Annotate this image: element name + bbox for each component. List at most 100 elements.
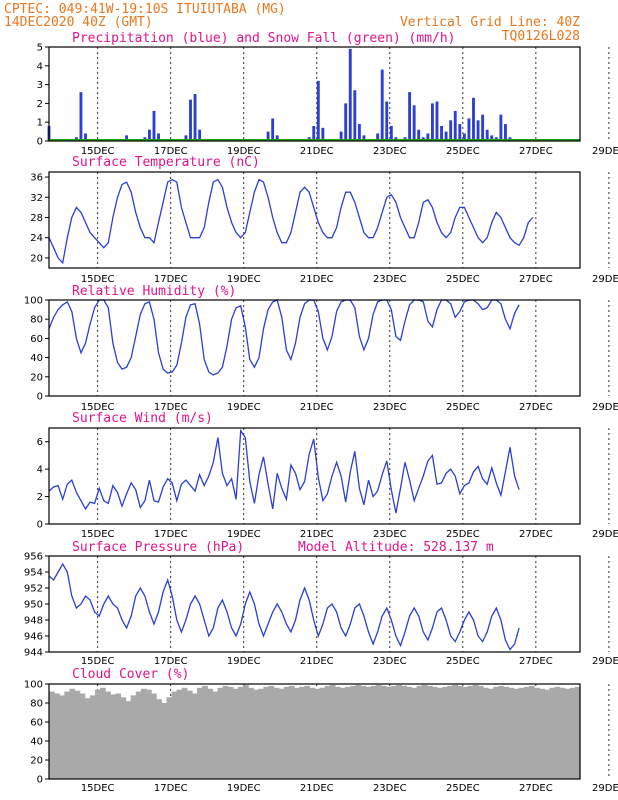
pres-date-label: 21DEC xyxy=(300,656,334,667)
precip-ytick-label: 4 xyxy=(37,61,43,72)
pres-annotation: Model Altitude: 528.137 m xyxy=(298,540,494,555)
temp-date-label: 19DEC xyxy=(227,274,261,285)
precip-bar xyxy=(125,135,129,141)
cloud-bar xyxy=(350,685,356,779)
precip-bar xyxy=(481,114,485,141)
temp-date-label: 15DEC xyxy=(81,274,115,285)
cloud-bar xyxy=(273,687,280,779)
precip-ytick-label: 0 xyxy=(37,137,43,148)
cloud-bar xyxy=(212,691,219,779)
cloud-bar xyxy=(447,685,453,779)
precip-date-label: 25DEC xyxy=(446,146,480,157)
temp-series-line xyxy=(48,178,534,265)
cloud-bar xyxy=(186,690,193,779)
precip-bar xyxy=(193,94,197,141)
cloud-bar xyxy=(100,687,106,779)
cloud-bar xyxy=(314,688,321,779)
header-grid-line: Vertical Grid Line: 40Z xyxy=(400,15,580,30)
precip-bar xyxy=(458,124,462,141)
cloud-ytick-label: 0 xyxy=(37,775,43,786)
cloud-bar xyxy=(140,688,147,779)
cloud-bar xyxy=(421,684,428,779)
temp-ytick-label: 32 xyxy=(30,193,43,204)
cloud-bar xyxy=(564,688,571,779)
wind-frame xyxy=(48,427,581,525)
cloud-bar xyxy=(406,686,413,779)
pres-ytick-label: 948 xyxy=(24,616,43,627)
wind-ytick-label: 0 xyxy=(37,520,43,531)
cloud-bar xyxy=(365,686,372,779)
precip-bar xyxy=(79,92,83,141)
header-date: 14DEC2020 40Z (GMT) xyxy=(4,15,153,30)
cloud-bar xyxy=(539,688,545,779)
pres-ytick-label: 956 xyxy=(24,552,43,563)
rh-series-line xyxy=(48,299,520,376)
cloud-bar xyxy=(437,687,443,779)
cloud-bar xyxy=(197,687,203,779)
cloud-bar xyxy=(574,686,581,779)
cloud-bar xyxy=(299,686,305,779)
precip-bar xyxy=(184,135,188,141)
cloud-title: Cloud Cover (%) xyxy=(72,667,189,682)
cloud-bar xyxy=(54,693,60,779)
wind-ytick-label: 6 xyxy=(37,437,43,448)
rh-ytick-label: 0 xyxy=(37,392,43,403)
cloud-bar xyxy=(49,691,55,779)
precip-bar xyxy=(472,97,475,141)
cloud-frame xyxy=(48,683,581,780)
pres-ytick-label: 944 xyxy=(24,648,43,659)
rh-ytick-label: 100 xyxy=(24,296,43,307)
cloud-bar xyxy=(426,685,433,779)
cloud-ytick-label: 80 xyxy=(30,699,43,710)
cloud-bar xyxy=(482,687,489,779)
precip-bar xyxy=(467,118,471,141)
temp-date-label: 21DEC xyxy=(300,274,334,285)
precip-date-label: 27DEC xyxy=(519,146,553,157)
cloud-bar xyxy=(534,687,540,779)
wind-date-label: 27DEC xyxy=(519,529,553,540)
rh-date-label: 15DEC xyxy=(81,402,115,413)
cloud-bar xyxy=(472,684,479,779)
pres-frame xyxy=(48,555,581,653)
wind-title: Surface Wind (m/s) xyxy=(72,411,213,426)
precip-bar xyxy=(453,110,457,141)
pres-ytick-label: 952 xyxy=(24,584,43,595)
cloud-bar xyxy=(288,685,295,779)
cloud-bar xyxy=(334,686,341,779)
precip-ytick-label: 3 xyxy=(37,80,43,91)
cloud-bar xyxy=(94,689,101,779)
precip-date-label: 19DEC xyxy=(227,146,261,157)
precip-bar xyxy=(312,125,316,141)
cloud-bar xyxy=(222,685,229,779)
cloud-bar xyxy=(391,685,397,779)
temp-date-label: 23DEC xyxy=(373,274,407,285)
cloud-bar xyxy=(503,686,510,779)
cloud-bar xyxy=(166,697,173,779)
wind-ytick-label: 4 xyxy=(37,465,43,476)
precip-bar xyxy=(490,135,494,141)
cloud-bar xyxy=(135,691,142,779)
header-model-code: TQ0126L028 xyxy=(502,29,580,44)
cloud-bar xyxy=(411,687,418,779)
precip-bar xyxy=(84,133,87,141)
temp-date-label: 25DEC xyxy=(446,274,480,285)
cloud-bar xyxy=(232,688,239,779)
rh-frame xyxy=(48,299,581,397)
temp-date-label: 27DEC xyxy=(519,274,553,285)
rh-ytick-label: 40 xyxy=(30,353,43,364)
cloud-bar xyxy=(549,687,556,779)
temp-title: Surface Temperature (nC) xyxy=(72,155,260,170)
cloud-bar xyxy=(401,685,408,779)
cloud-ytick-label: 60 xyxy=(30,718,43,729)
cloud-bar xyxy=(355,684,362,779)
cloud-date-label: 17DEC xyxy=(154,783,188,794)
cloud-bar xyxy=(237,686,244,779)
precip-ytick-label: 5 xyxy=(37,43,43,54)
cloud-bar xyxy=(329,684,336,779)
cloud-bar xyxy=(416,685,423,779)
cloud-bar xyxy=(110,694,116,779)
pres-title: Surface Pressure (hPa) xyxy=(72,540,244,555)
cloud-bar xyxy=(518,687,525,779)
cloud-bar xyxy=(105,691,111,779)
